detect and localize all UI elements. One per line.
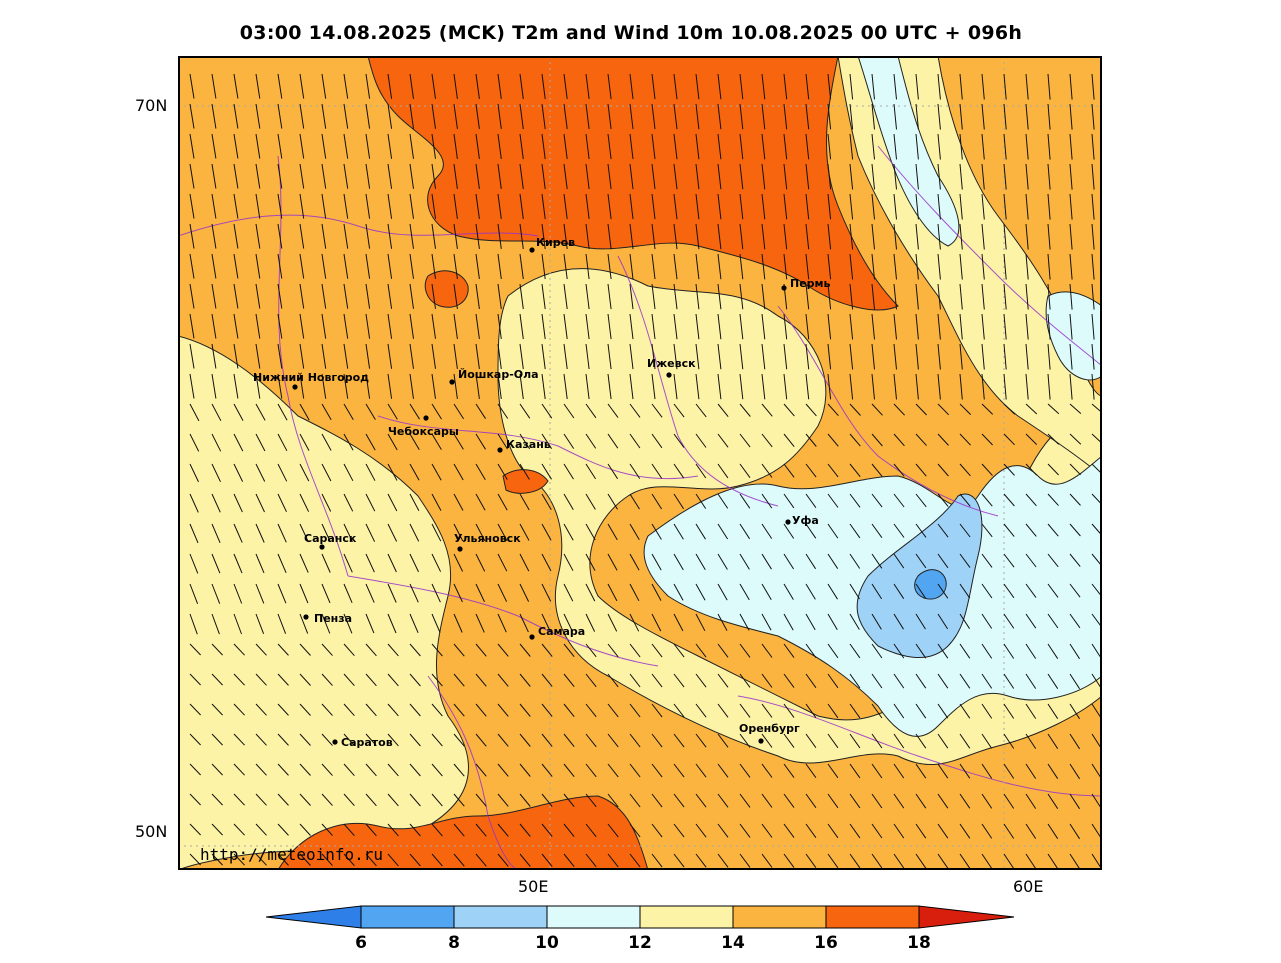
city-12-marker	[529, 634, 535, 640]
city-10-label: Ульяновск	[454, 532, 521, 545]
colorbar-tick-label: 16	[814, 933, 838, 953]
city-3-marker	[292, 384, 298, 390]
wind-barbs	[189, 73, 1102, 870]
city-5-marker	[666, 372, 672, 378]
city-7-label: Казань	[506, 438, 551, 451]
colorbar-tick-label: 12	[628, 933, 652, 953]
city-1-label: Киров	[536, 236, 575, 249]
temp-band-10-12-northeast	[1045, 291, 1102, 381]
lat-label-70n: 70N	[135, 96, 168, 115]
city-8-marker	[785, 519, 791, 525]
colorbar-cell	[453, 905, 548, 929]
city-8-label: Уфа	[792, 514, 819, 527]
colorbar-cell	[360, 905, 455, 929]
temp-band-16-18-center	[502, 469, 549, 494]
colorbar	[266, 905, 1015, 929]
colorbar-cell	[639, 905, 734, 929]
colorbar-tick-label: 6	[355, 933, 367, 953]
map-canvas: Киров Пермь Нижний Новгород Йошкар-Ола Ижевс…	[178, 56, 1102, 870]
city-11-marker	[303, 614, 309, 620]
admin-boundaries	[178, 145, 1102, 870]
city-1-marker	[529, 247, 535, 253]
colorbar-tick-label: 18	[907, 933, 931, 953]
city-14-label: Саратов	[341, 736, 393, 749]
temp-band-6-8	[914, 569, 947, 600]
temp-band-16-18-south	[277, 795, 649, 870]
city-6-marker	[423, 415, 429, 421]
map-frame	[178, 56, 1102, 870]
city-2-marker	[781, 285, 787, 291]
city-9-label: Саранск	[304, 532, 357, 545]
map-title: 03:00 14.08.2025 (MCK) T2m and Wind 10m …	[239, 22, 1023, 44]
city-13-label: Оренбург	[739, 722, 800, 735]
lon-label-60e: 60E	[1013, 877, 1044, 896]
colorbar-tick-label: 8	[448, 933, 460, 953]
city-12-label: Самара	[538, 625, 585, 638]
colorbar-tick-label: 14	[721, 933, 745, 953]
city-9-marker	[319, 544, 325, 550]
lat-label-50n: 50N	[135, 822, 168, 841]
colorbar-extend-low	[266, 905, 362, 929]
city-7-marker	[497, 447, 503, 453]
colorbar-tick-label: 10	[535, 933, 559, 953]
colorbar-cell	[825, 905, 920, 929]
temp-band-16-18-west	[424, 270, 469, 308]
city-14-marker	[332, 739, 338, 745]
watermark-url: http://meteoinfo.ru	[200, 845, 383, 864]
temp-band-10-12-north	[857, 56, 960, 247]
lon-label-50e: 50E	[518, 877, 549, 896]
city-4-label: Йошкар-Ола	[458, 368, 539, 381]
colorbar-cell	[546, 905, 641, 929]
colorbar-extend-high	[918, 905, 1015, 929]
city-13-marker	[758, 738, 764, 744]
city-11-label: Пенза	[314, 612, 352, 625]
city-3-label: Нижний Новгород	[253, 371, 369, 384]
city-10-marker	[457, 546, 463, 552]
temperature-wind-map: Киров Пермь Нижний Новгород Йошкар-Ола Ижевс…	[178, 56, 1102, 870]
city-5-label: Ижевск	[647, 357, 696, 370]
city-markers: Киров Пермь Нижний Новгород Йошкар-Ола Ижевс…	[253, 236, 831, 749]
city-4-marker	[449, 379, 455, 385]
city-6-label: Чебоксары	[388, 425, 459, 438]
colorbar-cell	[732, 905, 827, 929]
city-2-label: Пермь	[790, 277, 831, 290]
